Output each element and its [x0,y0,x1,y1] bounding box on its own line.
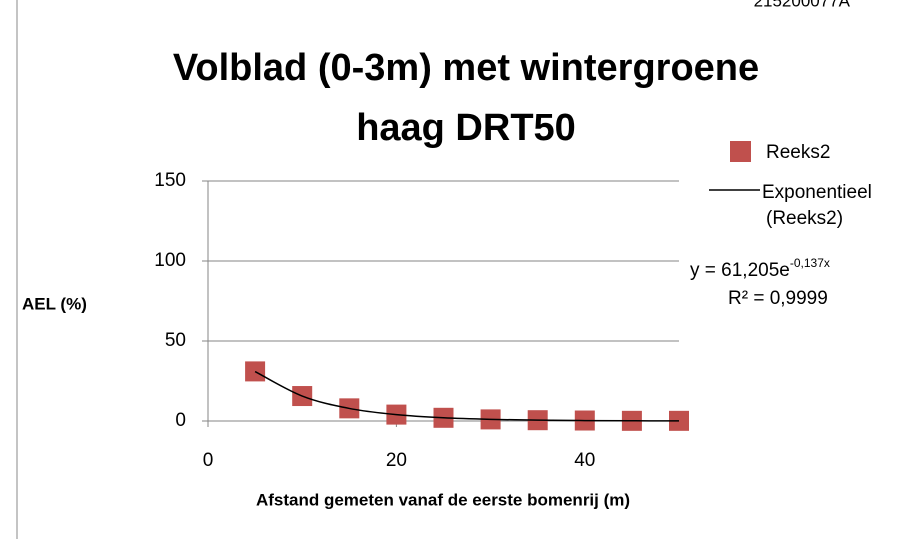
legend-label: (Reeks2) [766,208,843,229]
legend-label: Exponentieel [762,182,872,203]
y-tick-label: 100 [154,250,186,271]
trendline [254,370,680,422]
corner-text: 215200077A [754,0,851,10]
r-squared: R² = 0,9999 [728,288,828,309]
x-tick-label: 20 [386,450,407,471]
trend-equation: y = 61,205e-0,137x [690,256,830,281]
chart-title: haag DRT50 [356,107,576,149]
x-tick-label: 40 [574,450,595,471]
marker [245,361,266,382]
chart-border [16,0,18,539]
x-axis-title: Afstand gemeten vanaf de eerste bomenrij… [256,490,630,509]
chart-title: Volblad (0-3m) met wintergroene [173,47,759,89]
equation-base: y = 61,205e [690,260,790,281]
y-tick-label: 0 [175,410,186,431]
legend-label: Reeks2 [766,142,830,163]
legend-marker [730,141,751,162]
y-tick-label: 150 [154,170,186,191]
equation-exponent: -0,137x [790,256,830,270]
x-tick-label: 0 [203,450,214,471]
y-tick-label: 50 [165,330,186,351]
y-axis-title: AEL (%) [22,294,87,313]
